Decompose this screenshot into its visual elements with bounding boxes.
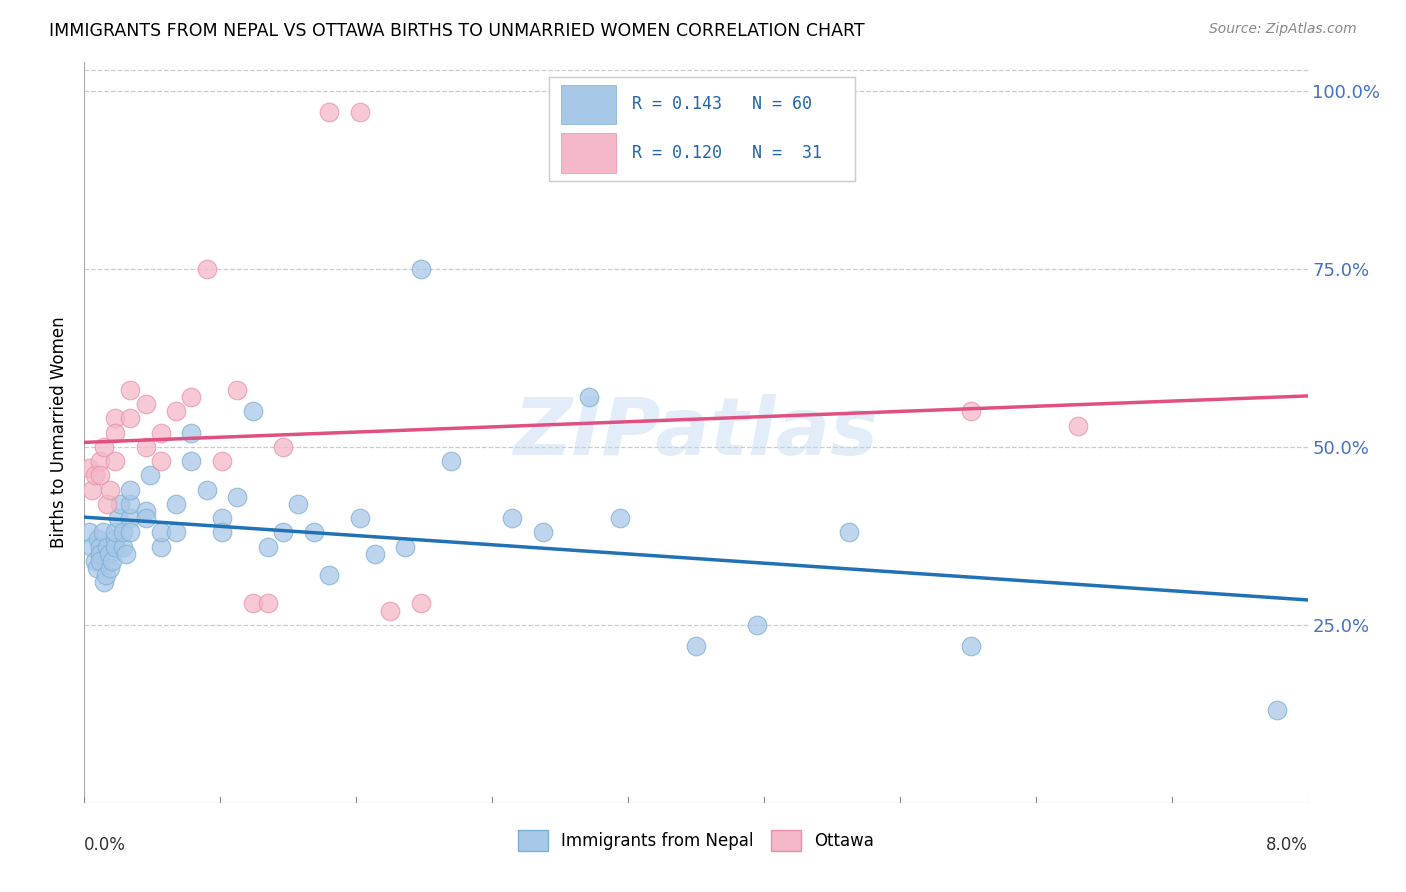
Point xyxy=(111,525,134,540)
Point xyxy=(1265,703,1288,717)
Point xyxy=(89,454,111,468)
Point xyxy=(226,383,249,397)
Point xyxy=(120,497,142,511)
Point xyxy=(120,525,142,540)
Point xyxy=(97,547,120,561)
Point xyxy=(93,440,115,454)
Point xyxy=(96,540,118,554)
Point xyxy=(165,404,187,418)
Point xyxy=(180,425,202,440)
Point xyxy=(685,639,707,653)
Point xyxy=(93,575,115,590)
Point xyxy=(394,540,416,554)
Point xyxy=(135,511,157,525)
Point xyxy=(87,533,110,547)
Text: 8.0%: 8.0% xyxy=(1265,836,1308,855)
Point xyxy=(104,525,127,540)
Point xyxy=(502,511,524,525)
Point xyxy=(101,554,124,568)
Point xyxy=(1067,418,1090,433)
Point xyxy=(257,597,280,611)
Point xyxy=(94,568,117,582)
Point xyxy=(211,454,233,468)
Point xyxy=(242,597,264,611)
Point xyxy=(86,561,108,575)
Point xyxy=(211,525,233,540)
Point xyxy=(80,483,103,497)
Point xyxy=(89,554,111,568)
Point xyxy=(98,561,121,575)
Point xyxy=(165,497,187,511)
Point xyxy=(84,554,107,568)
Point xyxy=(409,261,432,276)
Point xyxy=(96,497,118,511)
Point xyxy=(111,540,134,554)
Point xyxy=(165,525,187,540)
Text: Source: ZipAtlas.com: Source: ZipAtlas.com xyxy=(1209,22,1357,37)
Point xyxy=(302,525,325,540)
Point xyxy=(120,383,142,397)
Point xyxy=(271,525,294,540)
Point xyxy=(180,454,202,468)
Point xyxy=(135,397,157,411)
Point xyxy=(349,511,371,525)
Point xyxy=(195,483,218,497)
Text: 0.0%: 0.0% xyxy=(84,836,127,855)
Point xyxy=(318,105,340,120)
Point xyxy=(120,411,142,425)
Point xyxy=(104,411,127,425)
Point xyxy=(242,404,264,418)
Point xyxy=(107,511,129,525)
Point xyxy=(271,440,294,454)
Point xyxy=(77,525,100,540)
Point xyxy=(318,568,340,582)
Point xyxy=(114,547,136,561)
Point xyxy=(349,105,371,120)
Point xyxy=(108,497,131,511)
Point xyxy=(960,639,983,653)
Point xyxy=(838,525,860,540)
Point xyxy=(98,483,121,497)
Point xyxy=(149,525,172,540)
Point xyxy=(135,504,157,518)
Point xyxy=(149,454,172,468)
Point xyxy=(139,468,162,483)
Point xyxy=(104,454,127,468)
Legend: Immigrants from Nepal, Ottawa: Immigrants from Nepal, Ottawa xyxy=(512,823,880,857)
Point xyxy=(226,490,249,504)
Point xyxy=(195,261,218,276)
Point xyxy=(960,404,983,418)
Point xyxy=(409,597,432,611)
Point xyxy=(120,511,142,525)
Point xyxy=(104,533,127,547)
Point xyxy=(440,454,463,468)
Point xyxy=(211,511,233,525)
Point xyxy=(104,540,127,554)
Point xyxy=(89,547,111,561)
Point xyxy=(380,604,402,618)
Point xyxy=(149,540,172,554)
Point xyxy=(257,540,280,554)
Point xyxy=(84,468,107,483)
Point xyxy=(135,440,157,454)
Point xyxy=(149,425,172,440)
Point xyxy=(747,617,769,632)
Text: ZIPatlas: ZIPatlas xyxy=(513,393,879,472)
Point xyxy=(364,547,387,561)
Point xyxy=(91,525,114,540)
Point xyxy=(578,390,600,404)
Y-axis label: Births to Unmarried Women: Births to Unmarried Women xyxy=(51,317,69,549)
Point xyxy=(180,390,202,404)
Point xyxy=(609,511,631,525)
Point xyxy=(120,483,142,497)
Point xyxy=(89,540,111,554)
Point xyxy=(531,525,554,540)
Point xyxy=(104,425,127,440)
Text: IMMIGRANTS FROM NEPAL VS OTTAWA BIRTHS TO UNMARRIED WOMEN CORRELATION CHART: IMMIGRANTS FROM NEPAL VS OTTAWA BIRTHS T… xyxy=(49,22,865,40)
Point xyxy=(287,497,309,511)
Point xyxy=(80,540,103,554)
Point xyxy=(77,461,100,475)
Point xyxy=(89,468,111,483)
